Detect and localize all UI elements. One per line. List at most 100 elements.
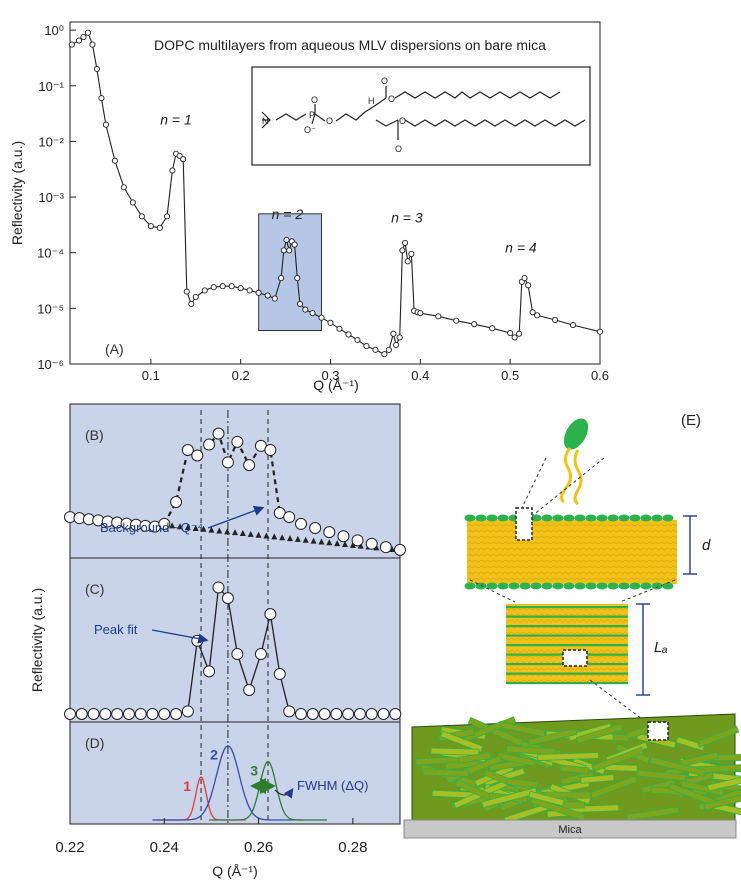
data-point (111, 157, 118, 164)
background-point (287, 535, 293, 542)
peak-number-label: 2 (210, 747, 218, 763)
x-tick-label: 0.24 (150, 839, 179, 856)
panel-e-label: (E) (681, 412, 701, 429)
data-point (170, 708, 183, 720)
background-point (192, 524, 199, 531)
svg-text:N: N (262, 116, 269, 126)
background-point (334, 540, 341, 547)
data-point (181, 705, 194, 718)
data-point (318, 708, 331, 720)
svg-text:O: O (388, 94, 395, 104)
data-point (147, 223, 154, 230)
panel-b-label: (B) (85, 427, 104, 443)
data-point (163, 213, 171, 220)
gaussian-peak-3 (209, 760, 327, 821)
peak-fit-annotation: Peak fit (94, 622, 138, 637)
dopc-structure-icon (261, 86, 586, 140)
data-point (570, 322, 577, 329)
mica-substrate (403, 819, 737, 839)
d-label: d (702, 537, 711, 554)
background-point (349, 541, 356, 548)
svg-text:O: O (395, 144, 402, 154)
background-point (232, 529, 238, 536)
data-point (120, 184, 127, 191)
y-tick-label: 10⁻⁵ (37, 301, 64, 316)
background-point (224, 528, 231, 535)
data-point (516, 330, 523, 337)
data-point (138, 213, 145, 220)
data-point (221, 592, 234, 605)
data-point (529, 309, 536, 316)
y-tick-label: 10⁻³ (38, 190, 64, 205)
panel-c-label: (C) (85, 581, 104, 597)
background-point (247, 530, 254, 537)
data-point (169, 167, 176, 174)
data-point (111, 708, 124, 720)
background-point (255, 531, 262, 538)
data-point (351, 534, 364, 547)
background-point (184, 524, 191, 531)
molecule-box (251, 66, 591, 166)
data-point (99, 708, 112, 720)
x-tick-label: 0.28 (338, 839, 367, 856)
data-point (283, 705, 296, 718)
stack-zoom-box (562, 649, 588, 667)
data-point (264, 292, 271, 299)
data-point (296, 300, 304, 307)
data-point (243, 459, 256, 472)
data-point (306, 708, 319, 720)
data-point (435, 313, 442, 320)
data-point (294, 275, 301, 282)
data-point (192, 293, 199, 301)
data-point (203, 665, 216, 678)
background-point (263, 532, 270, 539)
background-point (342, 540, 348, 547)
data-point (156, 224, 163, 231)
background-point (271, 533, 278, 540)
data-point (453, 317, 460, 324)
data-point (363, 343, 370, 350)
data-point (255, 289, 262, 296)
data-point (273, 668, 286, 681)
panel-a-title: DOPC multilayers from aqueous MLV disper… (154, 37, 546, 53)
svg-text:O: O (381, 76, 388, 86)
panel-d-label: (D) (85, 735, 104, 751)
data-point (191, 449, 204, 462)
data-point (188, 300, 195, 307)
peak-number-label: 1 (183, 778, 191, 794)
x-tick-label: 0.2 (232, 368, 250, 383)
background-arrow (207, 505, 265, 529)
background-point (239, 530, 246, 537)
la-label: Lₐ (654, 639, 668, 656)
background-point (310, 537, 317, 544)
x-tick-label: 0.22 (55, 839, 84, 856)
data-point (345, 331, 352, 338)
background-point (169, 522, 176, 529)
background-point (318, 538, 325, 545)
data-point (181, 444, 194, 457)
data-point (471, 321, 478, 328)
y-tick-label: 10⁻¹ (38, 79, 64, 94)
panel-a-label: (A) (105, 341, 124, 357)
data-point (283, 236, 290, 243)
panel-a-ylabel: Reflectivity (a.u.) (9, 141, 25, 245)
data-point (98, 95, 105, 102)
data-point (337, 530, 350, 543)
data-point (280, 247, 287, 254)
background-point (216, 527, 223, 534)
panel-e-schematic: (E) d Lₐ (403, 412, 741, 839)
svg-text:O: O (311, 95, 318, 105)
panel-b: (B) Background ~Q⁻⁴ (64, 427, 406, 556)
data-point (417, 310, 424, 317)
data-point (212, 581, 225, 594)
data-point (228, 283, 235, 290)
y-tick-label: 10⁻² (38, 134, 64, 149)
background-point (200, 525, 207, 532)
data-point (302, 306, 309, 313)
data-point (323, 526, 336, 539)
data-point (372, 346, 379, 353)
data-point (389, 708, 402, 720)
data-point (183, 288, 190, 295)
data-point (283, 511, 296, 524)
